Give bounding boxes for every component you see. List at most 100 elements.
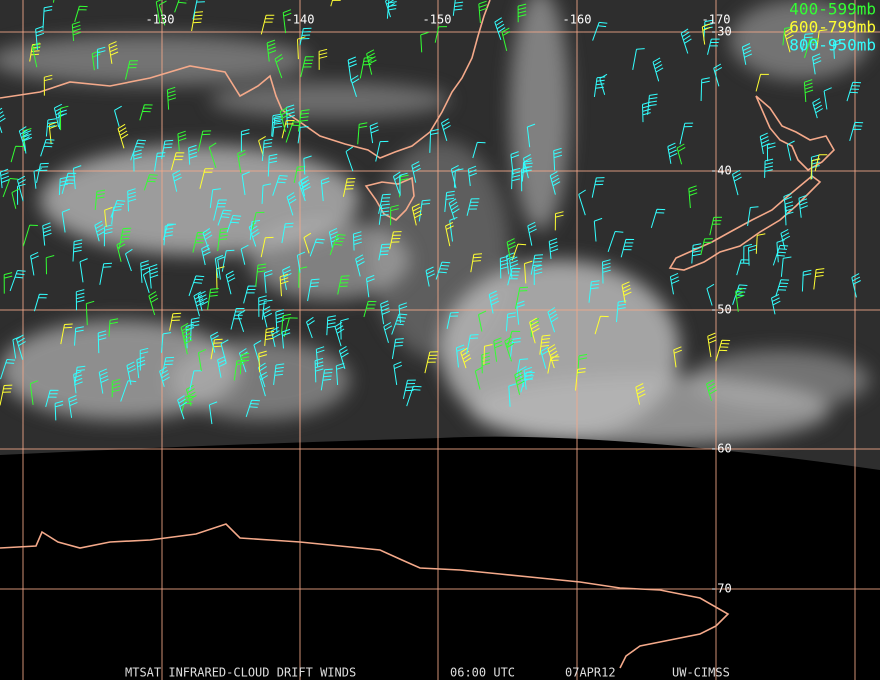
wind-barb (272, 175, 288, 196)
wind-barb (337, 275, 350, 295)
wind-barb (342, 178, 356, 197)
legend-entry: 400-599mb (789, 0, 876, 19)
wind-barb (136, 356, 146, 379)
wind-barb (74, 326, 84, 346)
wind-barb (45, 255, 55, 275)
wind-barb (177, 395, 188, 420)
wind-barb (813, 268, 825, 290)
wind-barb (237, 149, 246, 174)
wind-barb (849, 121, 864, 142)
wind-barb (99, 262, 113, 285)
wind-barb (110, 199, 126, 218)
wind-barb (539, 334, 551, 355)
wind-barb (225, 270, 236, 295)
antarctica-coast (0, 523, 730, 669)
wind-barb (127, 188, 137, 212)
wind-barb (91, 50, 101, 71)
wind-barb (17, 175, 26, 202)
wind-barb (549, 171, 561, 195)
wind-barb (0, 359, 16, 380)
wind-barb (133, 149, 142, 172)
wind-barb (602, 259, 611, 284)
wind-barb (391, 338, 404, 359)
wind-barb (170, 152, 185, 171)
wind-barb (703, 19, 714, 41)
wind-barb (510, 151, 520, 176)
wind-barb (298, 266, 308, 288)
wind-barb (441, 118, 451, 142)
wind-barb (386, 0, 397, 19)
wind-barb (616, 300, 627, 323)
wind-barb (511, 167, 521, 190)
wind-barb (103, 224, 113, 247)
wind-barb (748, 244, 757, 266)
wind-barb (243, 285, 257, 304)
wind-barb (713, 63, 723, 87)
wind-barb (163, 224, 174, 246)
wind-barb (352, 231, 362, 251)
wind-barb (58, 176, 69, 196)
wind-barb (45, 118, 57, 137)
wind-barb (43, 74, 53, 96)
wind-barb (632, 48, 645, 70)
wind-barb (355, 254, 365, 277)
wind-barb (97, 330, 107, 354)
wind-barb (140, 260, 150, 283)
wind-barb (169, 312, 182, 331)
wind-barb (801, 269, 812, 292)
wind-barb (245, 399, 260, 418)
wind-barb (679, 122, 694, 145)
wind-barb (79, 258, 88, 283)
wind-barb (467, 165, 477, 186)
wind-barb (499, 255, 509, 279)
wind-barb (315, 346, 325, 368)
latitude-label: -40 (710, 164, 732, 178)
wind-barb (782, 26, 793, 46)
longitude-label: -170 (702, 13, 731, 27)
wind-barb (166, 86, 177, 110)
wind-barb (635, 383, 646, 405)
wind-barb (104, 206, 113, 227)
wind-barb (334, 321, 345, 347)
wind-barb (3, 272, 13, 294)
wind-barb (607, 231, 624, 253)
longitude-label: -160 (563, 13, 592, 27)
wind-barb (445, 221, 454, 247)
wind-barb (199, 168, 214, 189)
wind-barb (435, 261, 451, 280)
wind-barb (161, 139, 174, 160)
wind-barb (326, 315, 336, 336)
wind-barb (814, 154, 828, 172)
wind-barb (380, 300, 390, 325)
wind-barb (676, 143, 686, 165)
wind-barb (42, 222, 52, 246)
wind-barb (191, 11, 204, 32)
wind-barb (260, 14, 275, 35)
wind-barb (350, 75, 360, 97)
footer-source: UW-CIMSS (672, 666, 730, 680)
wind-barb (483, 344, 493, 365)
wind-barb (540, 346, 550, 369)
wind-barb (198, 348, 207, 371)
wind-barb (669, 272, 680, 295)
wind-barb (162, 356, 175, 374)
wind-barb (673, 346, 682, 368)
wind-barb (286, 192, 297, 216)
wind-barb (700, 238, 713, 256)
wind-barb (505, 312, 516, 332)
wind-barb (812, 53, 822, 75)
wind-barb (338, 345, 349, 369)
wind-barb (139, 347, 149, 371)
wind-barb (40, 139, 55, 157)
wind-barb (275, 309, 285, 334)
wind-barb (61, 208, 70, 233)
wind-barb (306, 316, 315, 339)
wind-barb (810, 158, 821, 180)
wind-barb (420, 31, 429, 53)
wind-barb (60, 323, 73, 345)
wind-barb (240, 244, 249, 265)
latitude-label: -30 (710, 25, 732, 39)
wind-barb (592, 21, 608, 41)
wind-barb (11, 188, 20, 209)
